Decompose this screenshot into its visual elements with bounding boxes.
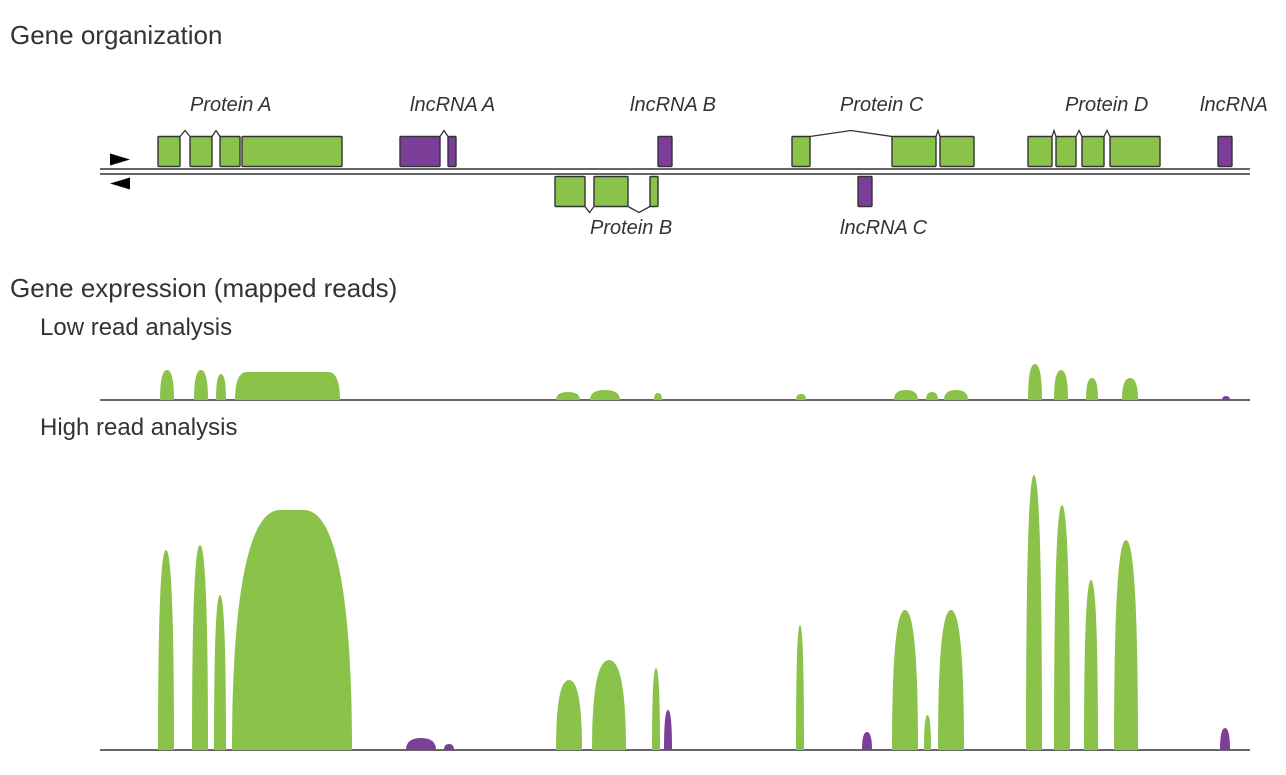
low-read-track xyxy=(10,344,1276,404)
subtitle-high: High read analysis xyxy=(40,414,1276,442)
section-title-gene-org: Gene organization xyxy=(10,20,1276,51)
gene-organization-track: Protein A lncRNA A lncRNA B Protein B Protei… xyxy=(10,59,1276,249)
lncrnaB-label: lncRNA B xyxy=(630,94,716,116)
lncrnaA-label: lncRNA A xyxy=(410,94,495,116)
lncrnaC-label: lncRNA C xyxy=(840,217,928,239)
proteinB-label: Protein B xyxy=(590,217,672,239)
high-read-track xyxy=(10,444,1276,754)
proteinA-label: Protein A xyxy=(190,94,272,116)
proteinC-label: Protein C xyxy=(840,94,924,116)
proteinD-label: Protein D xyxy=(1065,94,1148,116)
lncrnaD-label: lncRNA D xyxy=(1200,94,1270,116)
section-title-gene-expr: Gene expression (mapped reads) xyxy=(10,273,1276,304)
subtitle-low: Low read analysis xyxy=(40,314,1276,342)
